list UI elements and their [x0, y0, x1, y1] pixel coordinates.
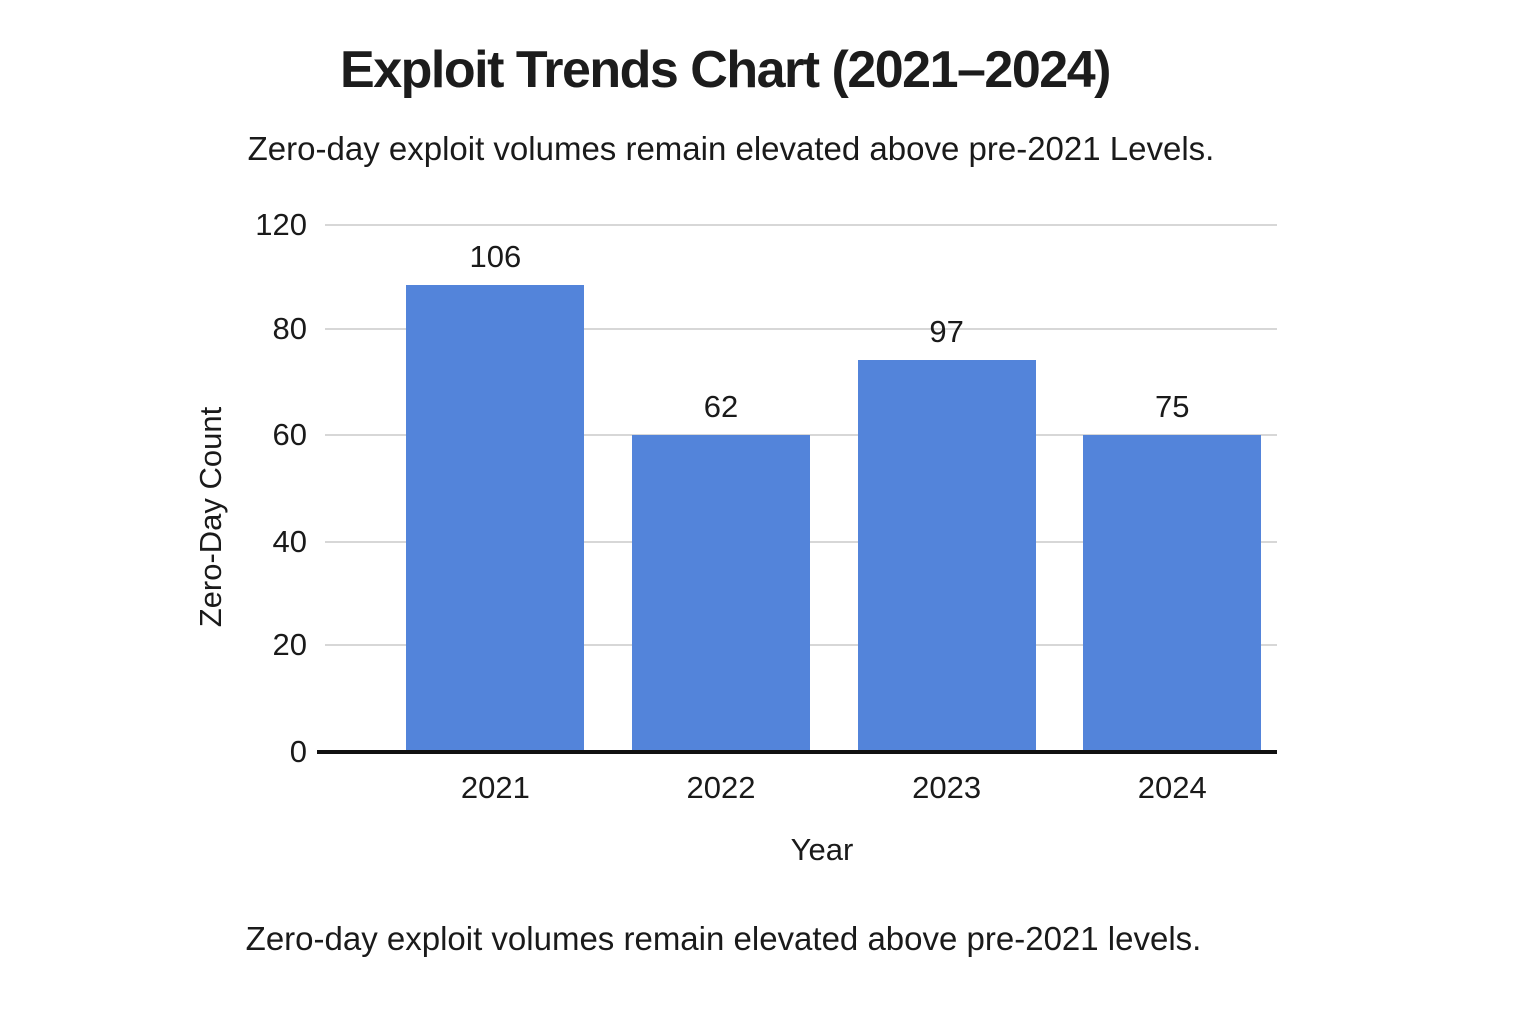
- x-tick-label: 2024: [1137, 770, 1207, 805]
- bar-2023: [857, 359, 1036, 752]
- x-axis-tick-labels: 2021 2022 2023 2024: [325, 770, 1277, 812]
- plot-area: 106 62 97 75: [317, 224, 1277, 754]
- y-tick-label: 80: [272, 310, 307, 346]
- bar-value-label: 62: [703, 388, 739, 424]
- x-tick-label: 2022: [686, 770, 756, 805]
- y-axis-tick-labels: 120 80 60 40 20 0: [150, 207, 307, 769]
- gridline: [325, 433, 1277, 436]
- y-tick-label: 20: [272, 627, 307, 663]
- bar-2024: [1083, 434, 1262, 752]
- y-tick-label: 120: [255, 207, 307, 242]
- x-tick-label: 2023: [912, 770, 982, 805]
- bar-2022: [632, 434, 811, 752]
- bar-value-label: 75: [1155, 388, 1190, 424]
- bar-2021: [406, 285, 585, 752]
- chart-title: Exploit Trends Chart (2021–2024): [340, 41, 1111, 99]
- y-axis-title: Zero-Day Count: [193, 406, 228, 628]
- x-tick-label: 2021: [460, 770, 530, 805]
- bar-value-label: 97: [929, 313, 964, 349]
- bar-value-label: 106: [469, 239, 522, 275]
- y-tick-label: 60: [272, 416, 307, 452]
- chart-caption: Zero-day exploit volumes remain elevated…: [245, 920, 1202, 957]
- x-axis-title: Year: [790, 832, 854, 867]
- y-tick-label: 40: [272, 524, 307, 560]
- y-tick-label: 0: [289, 734, 307, 769]
- x-axis-line: [317, 750, 1277, 754]
- gridline: [325, 224, 1277, 226]
- chart-subtitle: Zero-day exploit volumes remain elevated…: [247, 130, 1215, 167]
- gridline: [325, 327, 1277, 330]
